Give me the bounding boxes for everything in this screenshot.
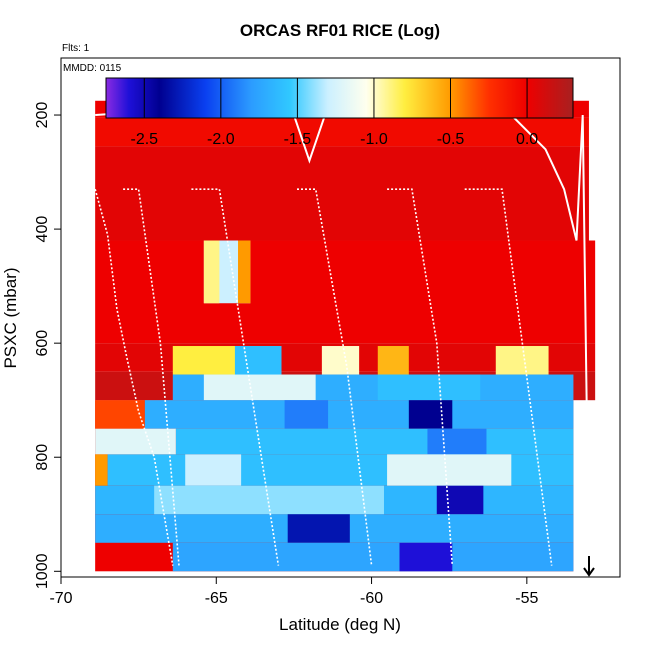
y-tick-label: 800 bbox=[34, 444, 51, 471]
heatmap-cell bbox=[387, 454, 512, 486]
colorbar-tick-label: -2.0 bbox=[207, 131, 235, 148]
heatmap-cell bbox=[377, 374, 481, 401]
colorbar-ticks: -2.5 -2.0 -1.5 -1.0 -0.5 0.0 bbox=[130, 78, 538, 148]
x-tick-label: -60 bbox=[360, 590, 383, 607]
heatmap-cell bbox=[287, 514, 350, 543]
heatmap-cell bbox=[408, 400, 453, 429]
heatmap-cell bbox=[203, 240, 220, 304]
heatmap-cell bbox=[95, 454, 108, 486]
flight-track-segment bbox=[191, 188, 280, 566]
date-label: MMDD: 0115 bbox=[63, 63, 122, 74]
plot-frame bbox=[60, 57, 621, 578]
flight-track-segment bbox=[387, 188, 454, 566]
flight-track-segment bbox=[94, 188, 174, 566]
y-tick-label: 400 bbox=[34, 216, 51, 243]
heatmap-cell bbox=[495, 346, 549, 375]
heatmap-cell bbox=[172, 542, 574, 572]
heatmap-cell bbox=[234, 346, 282, 375]
heatmap-cell bbox=[377, 346, 409, 375]
x-axis-label: Latitude (deg N) bbox=[279, 615, 401, 634]
heatmap-cell bbox=[95, 117, 589, 147]
heatmap-cell bbox=[144, 400, 574, 429]
y-axis-label: PSXC (mbar) bbox=[1, 267, 20, 368]
y-tick-label: 200 bbox=[34, 102, 51, 129]
heatmap-cell bbox=[436, 485, 484, 515]
heatmap-cell bbox=[321, 346, 360, 375]
heatmap-cell bbox=[175, 428, 574, 455]
colorbar-tick-label: -2.5 bbox=[130, 131, 158, 148]
flight-track-segment bbox=[123, 188, 180, 566]
x-tick-label: -70 bbox=[49, 590, 72, 607]
x-tick-label: -65 bbox=[205, 590, 228, 607]
heatmap-cell bbox=[284, 400, 329, 429]
flights-label: Flts: 1 bbox=[62, 43, 90, 54]
y-tick-label: 1000 bbox=[34, 553, 51, 589]
colorbar-tick-label: -1.0 bbox=[360, 131, 388, 148]
heatmap-cell bbox=[203, 374, 316, 401]
colorbar-tick-label: 0.0 bbox=[516, 131, 538, 148]
heatmap-cell bbox=[95, 400, 145, 429]
y-axis: 200 400 600 800 1000 bbox=[34, 102, 61, 589]
colorbar-tick-label: -1.5 bbox=[284, 131, 312, 148]
chart-title: ORCAS RF01 RICE (Log) bbox=[240, 21, 440, 40]
heatmap-cell bbox=[427, 428, 487, 455]
flight-track-segment bbox=[297, 188, 373, 566]
heatmap-cell bbox=[185, 454, 242, 486]
heatmap-cell bbox=[95, 240, 596, 344]
x-axis: -70 -65 -60 -55 bbox=[49, 577, 538, 607]
y-tick-label: 600 bbox=[34, 330, 51, 357]
heatmap-cell bbox=[95, 146, 589, 241]
flight-track-segment bbox=[464, 188, 553, 566]
x-tick-label: -55 bbox=[515, 590, 538, 607]
end-arrow-icon bbox=[583, 556, 595, 577]
heatmap-cell bbox=[238, 240, 251, 304]
colorbar-tick-label: -0.5 bbox=[437, 131, 465, 148]
heatmap-cells bbox=[95, 100, 596, 572]
heatmap-cell bbox=[95, 428, 176, 455]
heatmap-cell bbox=[399, 542, 453, 572]
colorbar bbox=[105, 77, 574, 119]
